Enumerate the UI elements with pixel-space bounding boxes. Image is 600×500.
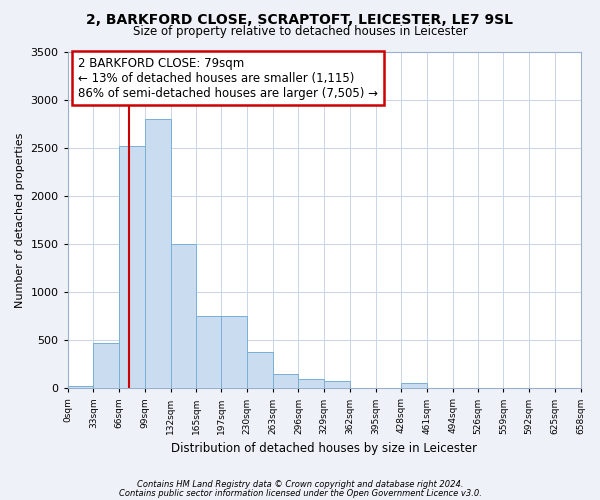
Bar [145, 119, 170, 388]
Bar [401, 384, 427, 388]
Bar [272, 374, 298, 388]
Text: 2 BARKFORD CLOSE: 79sqm
← 13% of detached houses are smaller (1,115)
86% of semi: 2 BARKFORD CLOSE: 79sqm ← 13% of detache… [78, 56, 378, 100]
Bar [68, 386, 94, 388]
Y-axis label: Number of detached properties: Number of detached properties [15, 132, 25, 308]
Bar [119, 146, 145, 388]
Text: 2, BARKFORD CLOSE, SCRAPTOFT, LEICESTER, LE7 9SL: 2, BARKFORD CLOSE, SCRAPTOFT, LEICESTER,… [86, 12, 514, 26]
Bar [196, 316, 221, 388]
X-axis label: Distribution of detached houses by size in Leicester: Distribution of detached houses by size … [171, 442, 477, 455]
Text: Contains HM Land Registry data © Crown copyright and database right 2024.: Contains HM Land Registry data © Crown c… [137, 480, 463, 489]
Text: Size of property relative to detached houses in Leicester: Size of property relative to detached ho… [133, 25, 467, 38]
Bar [298, 378, 324, 388]
Bar [247, 352, 272, 389]
Text: Contains public sector information licensed under the Open Government Licence v3: Contains public sector information licen… [119, 488, 481, 498]
Bar [324, 381, 350, 388]
Bar [94, 342, 119, 388]
Bar [170, 244, 196, 388]
Bar [221, 316, 247, 388]
